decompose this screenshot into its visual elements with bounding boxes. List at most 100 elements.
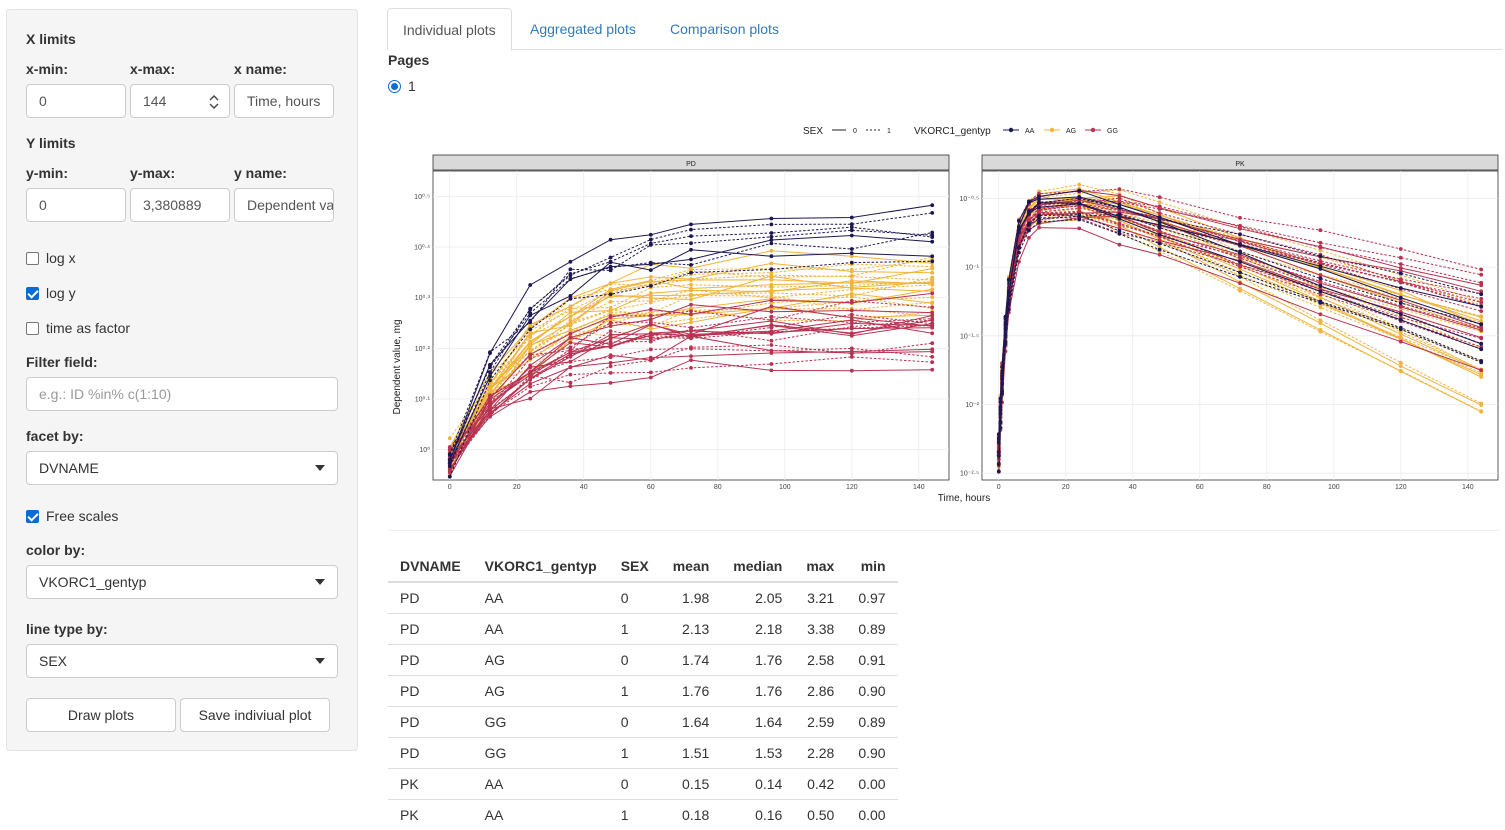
xname-input[interactable]: Time, hours	[234, 84, 334, 118]
table-row: PD AA 1 2.13 2.18 3.38 0.89	[388, 612, 898, 644]
save-plot-button[interactable]: Save indiviual plot	[180, 698, 330, 732]
xmin-input[interactable]: 0	[26, 84, 126, 118]
data-point-gg	[1318, 312, 1323, 317]
data-point-ag	[1318, 248, 1323, 253]
facet-select[interactable]: DVNAME	[26, 451, 338, 485]
data-point-gg	[608, 371, 613, 375]
log-x-box[interactable]	[26, 251, 39, 265]
table-cell: AA	[472, 581, 609, 613]
data-point-gg	[849, 368, 854, 373]
data-point-aa	[1037, 197, 1041, 202]
data-point-gg	[1117, 221, 1122, 226]
data-point-ag	[1479, 319, 1484, 323]
data-point-aa	[608, 259, 613, 264]
data-point-gg	[849, 346, 854, 351]
data-point-ag	[568, 304, 573, 309]
data-point-aa	[769, 254, 774, 259]
table-row: PD AG 0 1.74 1.76 2.58 0.91	[388, 643, 898, 675]
table-cell: 1	[608, 736, 661, 768]
data-point-aa	[769, 231, 774, 235]
data-point-gg	[608, 329, 613, 333]
log-y-label: log y	[46, 285, 76, 301]
data-point-ag	[568, 327, 573, 332]
log-y-box[interactable]	[26, 286, 39, 300]
table-cell: 0.18	[660, 798, 722, 830]
data-point-aa	[849, 251, 854, 256]
data-point-aa	[769, 267, 774, 272]
data-point-ag	[1479, 409, 1484, 414]
series-line-gg	[449, 300, 933, 455]
color-select[interactable]: VKORC1_gentyp	[26, 565, 338, 599]
data-point-ag	[608, 307, 613, 312]
tab-aggregated-plots[interactable]: Aggregated plots	[530, 21, 636, 37]
ymax-input[interactable]: 3,380889	[130, 188, 230, 222]
x-tick-label: 80	[1263, 484, 1271, 491]
data-point-aa	[447, 464, 452, 469]
xmax-input[interactable]: 144	[130, 84, 230, 118]
data-point-gg	[1318, 228, 1323, 233]
data-point-gg	[608, 320, 613, 325]
column-header: max	[794, 550, 847, 583]
data-point-aa	[528, 307, 533, 312]
data-point-ag	[930, 270, 935, 275]
tab-comparison-plots[interactable]: Comparison plots	[670, 21, 779, 37]
data-point-aa	[1017, 224, 1021, 229]
data-point-gg	[769, 304, 774, 309]
summary-table: DVNAME VKORC1_gentyp SEX mean median max min P…	[388, 550, 898, 830]
ymin-input[interactable]: 0	[26, 188, 126, 222]
table-cell: 0.00	[846, 767, 898, 799]
series-line-ag	[449, 268, 933, 454]
sidebar-panel: X limits x-min: x-max: x name: 0 144 Tim…	[6, 9, 358, 751]
data-point-gg	[849, 308, 854, 313]
spinner-arrows-icon[interactable]	[209, 94, 219, 110]
yname-input[interactable]: Dependent value, mg	[234, 188, 334, 222]
data-point-aa	[488, 374, 492, 379]
time-factor-box[interactable]	[26, 321, 39, 335]
data-point-gg	[930, 321, 935, 326]
series-line-ag	[449, 263, 933, 449]
log-x-checkbox[interactable]: log x	[26, 250, 76, 266]
y-tick-label: 10⁻²	[965, 402, 979, 409]
data-point-aa	[689, 270, 693, 275]
page-option-label: 1	[408, 78, 416, 94]
radio-dot[interactable]	[388, 79, 401, 93]
tab-individual-plots[interactable]: Individual plots	[387, 8, 512, 51]
data-point-ag	[689, 320, 693, 325]
data-point-ag	[608, 299, 613, 304]
data-point-aa	[1398, 271, 1403, 276]
data-point-gg	[608, 364, 613, 369]
series-line-ag	[449, 284, 933, 454]
y-tick-label: 10⁰·⁴	[414, 243, 430, 251]
plot-legend: SEX 0 1 VKORC1_gentyp AA AG GG	[803, 126, 1118, 137]
table-cell: 0	[608, 581, 661, 613]
data-point-ag	[930, 280, 935, 284]
time-factor-checkbox[interactable]: time as factor	[26, 320, 130, 336]
data-point-gg	[528, 390, 533, 394]
data-point-ag	[849, 267, 854, 272]
data-point-ag	[689, 293, 693, 297]
data-point-ag	[528, 333, 533, 337]
linetype-select[interactable]: SEX	[26, 644, 338, 678]
data-point-aa	[1077, 201, 1082, 206]
data-point-gg	[689, 335, 693, 340]
table-cell: 2.05	[721, 581, 795, 613]
filter-label: Filter field:	[26, 354, 98, 370]
table-cell: PD	[388, 674, 473, 706]
data-point-aa	[689, 247, 693, 252]
data-point-aa	[1003, 326, 1008, 331]
table-row: PK AA 0 0.15 0.14 0.42 0.00	[388, 767, 898, 799]
data-point-gg	[528, 356, 533, 361]
free-scales-checkbox[interactable]: Free scales	[26, 508, 118, 524]
data-point-gg	[528, 370, 533, 375]
free-scales-box[interactable]	[26, 509, 39, 523]
page-radio-1[interactable]: 1	[388, 78, 416, 94]
data-point-ag	[930, 295, 935, 300]
log-y-checkbox[interactable]: log y	[26, 285, 76, 301]
draw-plots-button[interactable]: Draw plots	[26, 698, 176, 732]
filter-input[interactable]: e.g.: ID %in% c(1:10)	[26, 377, 338, 411]
data-point-aa	[568, 267, 573, 272]
data-point-aa	[1318, 284, 1323, 288]
data-point-aa	[769, 216, 774, 221]
data-point-aa	[608, 237, 613, 242]
data-point-aa	[996, 450, 1001, 454]
